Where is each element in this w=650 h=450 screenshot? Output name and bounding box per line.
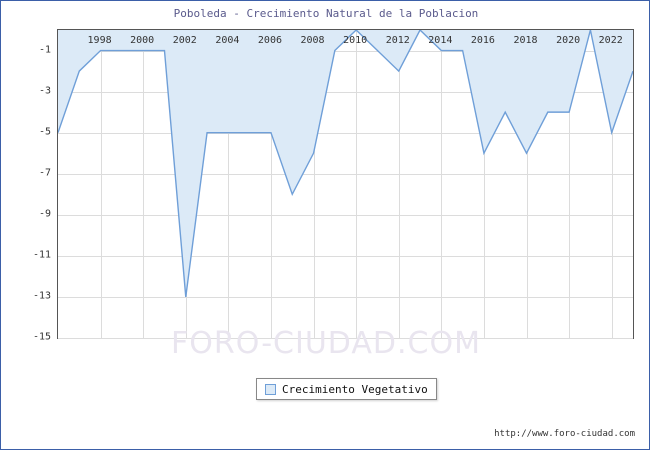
series-plot xyxy=(58,30,633,298)
x-gridline xyxy=(314,30,315,338)
x-gridline xyxy=(143,30,144,338)
x-axis-tick-label: 2020 xyxy=(556,35,581,46)
series-line xyxy=(58,30,633,298)
y-axis-tick-label: -15 xyxy=(32,331,51,343)
x-axis-tick-label: 2012 xyxy=(385,35,410,46)
x-axis-tick-label: 1998 xyxy=(87,35,112,46)
x-gridline xyxy=(399,30,400,338)
source-url: http://www.foro-ciudad.com xyxy=(494,429,635,439)
x-axis-tick-label: 2008 xyxy=(300,35,325,46)
y-gridline xyxy=(58,174,633,175)
page-title: Poboleda - Crecimiento Natural de la Pob… xyxy=(173,7,479,20)
plot-inner xyxy=(58,30,633,339)
x-gridline xyxy=(356,30,357,338)
x-gridline xyxy=(271,30,272,338)
x-gridline xyxy=(612,30,613,338)
y-gridline xyxy=(58,338,633,339)
x-axis-tick-label: 2006 xyxy=(257,35,282,46)
x-axis-tick-label: 2022 xyxy=(598,35,623,46)
x-gridline xyxy=(569,30,570,338)
x-gridline xyxy=(484,30,485,338)
y-axis-tick-label: -13 xyxy=(32,290,51,302)
plot-area xyxy=(57,29,634,339)
x-axis-tick-label: 2014 xyxy=(428,35,453,46)
x-gridline xyxy=(441,30,442,338)
x-axis-tick-label: 2000 xyxy=(130,35,155,46)
y-axis-tick-label: -3 xyxy=(38,85,51,97)
y-axis-tick-label: -5 xyxy=(38,126,51,138)
x-axis-tick-label: 2004 xyxy=(215,35,240,46)
y-gridline xyxy=(58,51,633,52)
y-axis-tick-label: -11 xyxy=(32,249,51,261)
y-gridline xyxy=(58,133,633,134)
chart-legend[interactable]: Crecimiento Vegetativo xyxy=(256,378,437,400)
legend-swatch-icon xyxy=(265,383,276,395)
y-gridline xyxy=(58,92,633,93)
y-gridline xyxy=(58,256,633,257)
x-gridline xyxy=(228,30,229,338)
x-gridline xyxy=(527,30,528,338)
y-gridline xyxy=(58,215,633,216)
series-area xyxy=(58,30,633,297)
x-axis-tick-label: 2018 xyxy=(513,35,538,46)
y-axis-tick-label: -1 xyxy=(38,44,51,56)
y-axis-tick-label: -9 xyxy=(38,208,51,220)
x-axis-tick-label: 2002 xyxy=(172,35,197,46)
y-gridline xyxy=(58,297,633,298)
x-axis-tick-label: 2010 xyxy=(343,35,368,46)
y-axis-tick-label: -7 xyxy=(38,167,51,179)
x-axis-tick-label: 2016 xyxy=(470,35,495,46)
legend-label: Crecimiento Vegetativo xyxy=(282,382,428,396)
x-gridline xyxy=(101,30,102,338)
